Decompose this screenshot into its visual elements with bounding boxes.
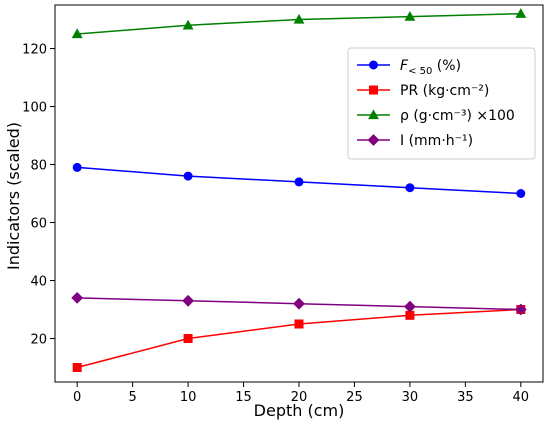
- x-tick-label: 35: [457, 390, 474, 405]
- y-tick-label: 120: [22, 43, 47, 58]
- data-point: [293, 13, 305, 24]
- series-2: [71, 8, 527, 39]
- y-tick-label: 100: [22, 101, 47, 116]
- data-point: [516, 189, 526, 198]
- legend-marker: [369, 85, 378, 95]
- x-tick-label: 40: [513, 390, 530, 405]
- axes: 0 5 10 15 20 25 30 35 40 20 40 60 80 100 120: [22, 4, 544, 405]
- data-point: [71, 28, 83, 39]
- data-point: [183, 334, 193, 343]
- x-tick-label: 25: [346, 390, 363, 405]
- data-point: [182, 19, 194, 30]
- legend-label: F< 50 (%): [400, 58, 461, 77]
- y-tick-label: 60: [30, 217, 47, 232]
- legend-label: PR (kg·cm⁻²): [400, 83, 489, 99]
- y-axis-label: Indicators (scaled): [4, 122, 23, 270]
- data-point: [294, 319, 304, 329]
- legend: F< 50 (%) PR (kg·cm⁻²) ρ (g·cm⁻³) ×100 I (m…: [347, 47, 536, 160]
- data-point: [515, 8, 527, 18]
- data-point: [183, 171, 193, 181]
- data-point: [182, 294, 194, 307]
- x-tick-label: 30: [402, 390, 419, 405]
- x-tick-label: 20: [291, 390, 308, 405]
- x-tick-label: 5: [128, 390, 136, 405]
- x-axis-label: Depth (cm): [254, 401, 345, 420]
- legend-label: I (mm·h⁻¹): [400, 133, 473, 149]
- x-tick-label: 10: [180, 390, 197, 405]
- x-tick-label: 15: [235, 390, 252, 405]
- data-point: [71, 291, 84, 304]
- series-0: [72, 162, 526, 198]
- data-point: [72, 363, 82, 372]
- y-tick-label: 80: [30, 159, 47, 174]
- series-3: [71, 291, 527, 316]
- y-tick-label: 20: [30, 333, 47, 348]
- legend-entry: PR (kg·cm⁻²): [357, 83, 489, 99]
- legend-entry: ρ (g·cm⁻³) ×100: [357, 108, 515, 124]
- data-point: [514, 303, 527, 316]
- series-layer: [71, 8, 527, 372]
- legend-marker: [369, 60, 378, 70]
- legend-entry: I (mm·h⁻¹): [357, 133, 473, 149]
- data-point: [405, 183, 415, 193]
- x-tick-label: 0: [73, 390, 81, 405]
- legend-marker: [367, 134, 380, 146]
- legend-label: ρ (g·cm⁻³) ×100: [400, 108, 515, 124]
- data-point: [294, 177, 304, 187]
- data-point: [293, 297, 305, 310]
- legend-entry: F< 50 (%): [357, 58, 461, 77]
- data-point: [72, 162, 82, 172]
- data-point: [404, 10, 416, 21]
- y-tick-label: 40: [30, 275, 47, 290]
- legend-marker: [368, 109, 379, 120]
- data-point: [404, 300, 416, 313]
- legend-box: [347, 47, 536, 160]
